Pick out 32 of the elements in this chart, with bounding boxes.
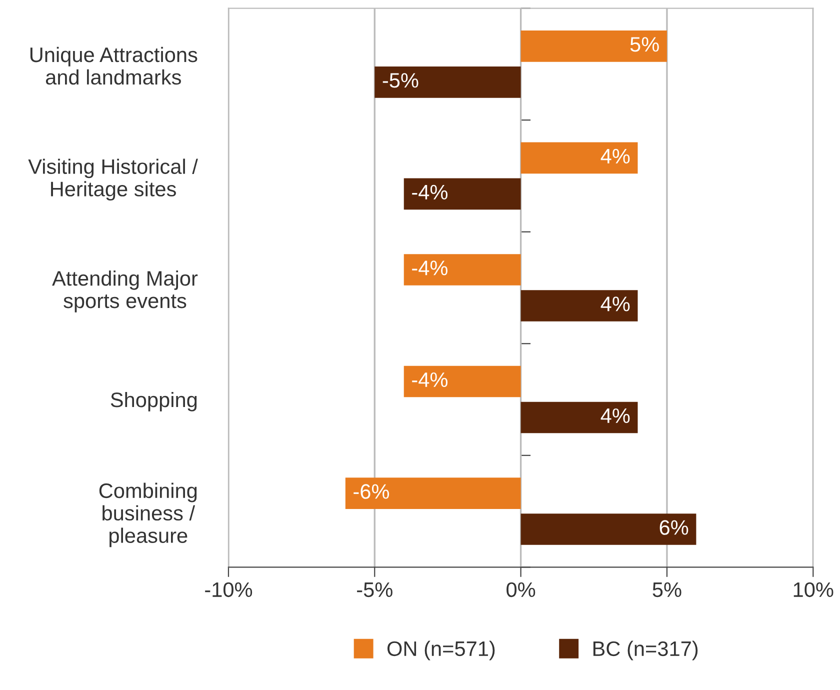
bar	[404, 254, 521, 286]
data-label: 4%	[600, 408, 630, 424]
data-label: -4%	[412, 260, 448, 276]
data-label: 6%	[660, 520, 688, 535]
data-label: -4%	[412, 372, 448, 388]
data-label: 4%	[600, 296, 630, 312]
legend-label: ON (n=571)	[387, 640, 495, 660]
y-tick-label: Shopping	[110, 392, 197, 412]
y-tick-label: Unique Attractions and landmarks	[30, 46, 198, 85]
bar	[520, 290, 638, 322]
bar	[520, 514, 696, 545]
data-label: 4%	[600, 148, 630, 164]
bar	[520, 30, 667, 62]
data-label: -6%	[354, 484, 390, 499]
bar	[520, 142, 638, 174]
x-tick-label: 0%	[506, 582, 536, 598]
bar	[374, 66, 521, 98]
x-tick-label: 5%	[652, 582, 682, 598]
y-tick-label: Attending Major sports events	[52, 270, 198, 312]
x-tick-label: -5%	[357, 582, 392, 598]
legend-label: BC (n=317)	[593, 640, 698, 660]
bar	[520, 402, 638, 434]
data-label: -5%	[382, 73, 418, 88]
y-tick-label: Combining business / pleasure	[99, 482, 197, 548]
bar	[345, 478, 521, 509]
bar	[404, 178, 521, 210]
x-tick-label: -10%	[205, 582, 252, 598]
data-label: -4%	[412, 184, 448, 200]
data-label: 5%	[630, 37, 659, 52]
y-tick-label: Visiting Historical / Heritage sites	[28, 158, 198, 201]
x-tick-label: 10%	[794, 582, 834, 598]
bar	[404, 366, 521, 398]
